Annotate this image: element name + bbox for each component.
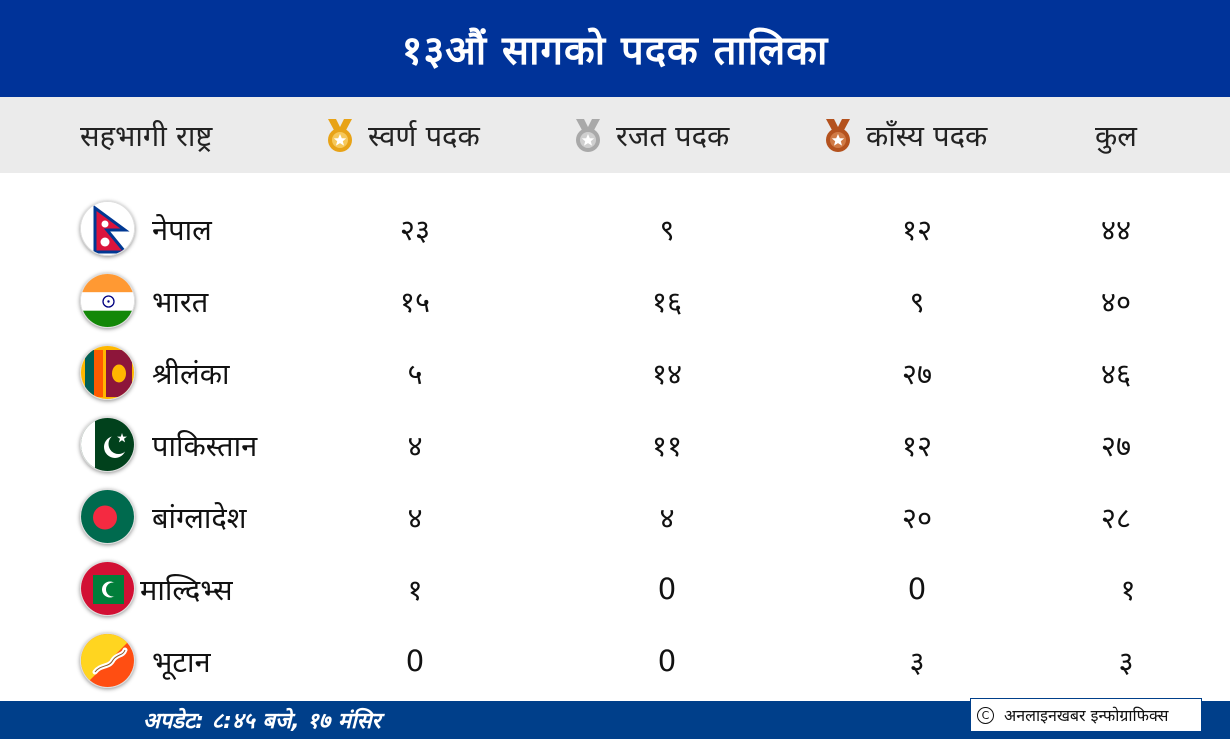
pakistan-flag-icon	[80, 417, 135, 472]
credit-text: अनलाइनखबर इन्फोग्राफिक्स	[1004, 706, 1169, 725]
medal-table-body: नेपाल २३ ९ १२ ४४ भारत १५ १६ ९ ४०	[0, 173, 1230, 701]
bronze-count: ३	[909, 644, 925, 679]
country-name: बांग्लादेश	[152, 500, 247, 535]
silver-count: 0	[657, 572, 677, 606]
header-bronze-label: काँस्य पदक	[866, 118, 988, 153]
silver-count: १४	[651, 356, 683, 391]
bronze-count: 0	[907, 572, 927, 606]
gold-count: ५	[407, 356, 423, 391]
silver-count: ९	[659, 212, 675, 247]
bronze-count: १२	[901, 428, 933, 463]
total-count: ४६	[1100, 356, 1132, 391]
sri-lanka-flag-icon	[80, 345, 135, 400]
bronze-count: २०	[901, 500, 933, 535]
total-count: १	[1120, 572, 1136, 607]
bronze-count: २७	[901, 356, 933, 391]
gold-count: १	[407, 572, 423, 607]
india-flag-icon	[80, 273, 135, 328]
country-name: भारत	[152, 284, 209, 319]
total-count: ४४	[1100, 212, 1132, 247]
bangladesh-flag-icon	[80, 489, 135, 544]
gold-count: ४	[407, 500, 423, 535]
gold-count: 0	[405, 644, 425, 678]
silver-count: ४	[659, 500, 675, 535]
silver-medal-icon	[570, 117, 606, 153]
silver-count: 0	[657, 644, 677, 678]
bronze-medal-icon	[820, 117, 856, 153]
table-header: सहभागी राष्ट्र स्वर्ण पदक रजत पदक	[0, 97, 1230, 173]
country-name: नेपाल	[152, 212, 212, 247]
country-name: माल्दिभ्स	[140, 572, 233, 607]
nepal-flag-icon	[80, 201, 135, 256]
title-bar: १३औं सागको पदक तालिका	[0, 0, 1230, 97]
table-row: बांग्लादेश ४ ४ २० २८	[0, 481, 1230, 553]
credit-box: C अनलाइनखबर इन्फोग्राफिक्स	[970, 698, 1202, 732]
copyright-icon: C	[977, 706, 994, 724]
header-bronze: काँस्य पदक	[820, 97, 987, 173]
header-gold-label: स्वर्ण पदक	[368, 118, 480, 153]
country-name: पाकिस्तान	[152, 428, 258, 463]
total-count: ४०	[1100, 284, 1132, 319]
table-row: श्रीलंका ५ १४ २७ ४६	[0, 337, 1230, 409]
page-title: १३औं सागको पदक तालिका	[401, 28, 829, 74]
table-row: भारत १५ १६ ९ ४०	[0, 265, 1230, 337]
table-row: पाकिस्तान ४ ११ १२ २७	[0, 409, 1230, 481]
total-count: २८	[1100, 500, 1132, 535]
header-silver-label: रजत पदक	[616, 118, 730, 153]
total-count: २७	[1100, 428, 1132, 463]
table-row: नेपाल २३ ९ १२ ४४	[0, 193, 1230, 265]
total-count: ३	[1118, 644, 1134, 679]
gold-count: १५	[399, 284, 431, 319]
header-gold: स्वर्ण पदक	[322, 97, 480, 173]
maldives-flag-icon	[80, 561, 135, 616]
header-total: कुल	[1095, 118, 1137, 153]
table-row: माल्दिभ्स १ 0 0 १	[0, 553, 1230, 625]
gold-count: २३	[399, 212, 431, 247]
gold-medal-icon	[322, 117, 358, 153]
bronze-count: ९	[909, 284, 925, 319]
bronze-count: १२	[901, 212, 933, 247]
update-time: अपडेट: ८:४५ बजे, १७ मंसिर	[143, 709, 381, 734]
header-country: सहभागी राष्ट्र	[80, 118, 213, 153]
header-silver: रजत पदक	[570, 97, 729, 173]
bhutan-flag-icon	[80, 633, 135, 688]
gold-count: ४	[407, 428, 423, 463]
silver-count: १६	[651, 284, 683, 319]
table-row: भूटान 0 0 ३ ३	[0, 625, 1230, 697]
country-name: भूटान	[152, 644, 211, 679]
silver-count: ११	[651, 428, 683, 463]
country-name: श्रीलंका	[152, 356, 230, 391]
